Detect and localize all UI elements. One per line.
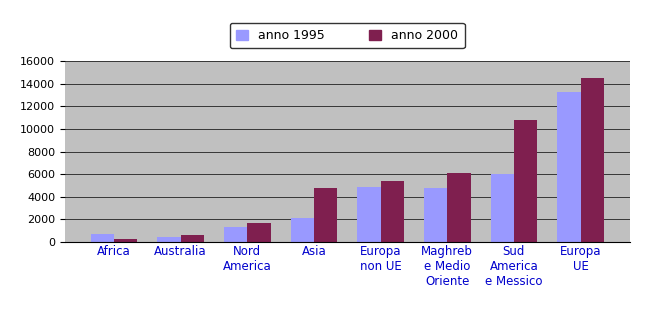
Bar bbox=[314, 188, 337, 242]
Bar bbox=[514, 120, 537, 242]
Bar bbox=[224, 227, 247, 242]
Bar bbox=[291, 218, 314, 242]
Legend: anno 1995, anno 2000: anno 1995, anno 2000 bbox=[230, 23, 465, 48]
Bar bbox=[114, 239, 137, 242]
Bar bbox=[247, 223, 271, 242]
Bar bbox=[91, 234, 114, 242]
Bar bbox=[491, 174, 514, 242]
Bar bbox=[357, 187, 380, 242]
Bar bbox=[581, 78, 604, 242]
Bar bbox=[557, 92, 581, 242]
Bar bbox=[380, 181, 404, 242]
Bar bbox=[447, 173, 471, 242]
Bar bbox=[157, 237, 180, 242]
Bar bbox=[180, 235, 204, 242]
Bar bbox=[424, 188, 447, 242]
